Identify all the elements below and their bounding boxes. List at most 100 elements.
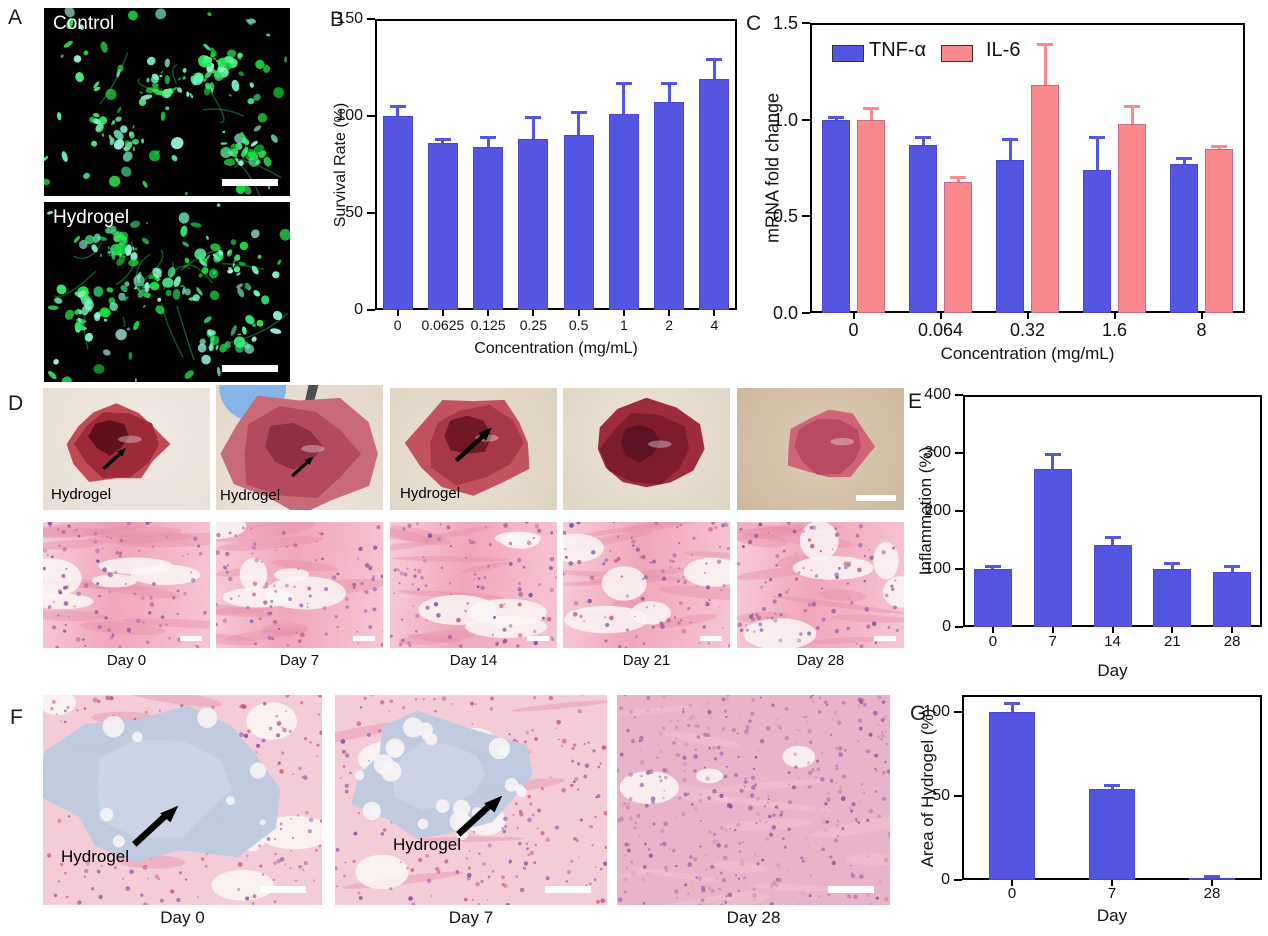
x-tick-mark-C-0.32 bbox=[1026, 313, 1029, 319]
error-cap-E-14 bbox=[1104, 535, 1121, 539]
x-axis-label-C: Concentration (mg/mL) bbox=[940, 344, 1115, 363]
panel-label-e: E bbox=[908, 390, 923, 413]
error-cap-G-7 bbox=[1104, 784, 1120, 788]
hydrogel-annotation: Hydrogel bbox=[61, 847, 130, 866]
bar-E-0 bbox=[973, 569, 1012, 627]
bar-C-0-IL-6 bbox=[857, 119, 885, 313]
error-cap-B-0.0625 bbox=[434, 137, 451, 141]
histology-image-day28 bbox=[737, 522, 904, 648]
error-cap-B-4 bbox=[706, 58, 723, 62]
scale-bar bbox=[260, 886, 306, 893]
caption-day21: Day 21 bbox=[622, 652, 671, 669]
hydrogel-histology-day7: Hydrogel bbox=[335, 695, 607, 905]
y-tick-mark-E-200 bbox=[955, 510, 963, 512]
x-tick-mark-B-0.125 bbox=[487, 310, 490, 316]
y-tick-label-C-1.5: 1.5 bbox=[772, 13, 798, 33]
x-tick-label-B-0.125: 0.125 bbox=[470, 317, 506, 333]
hydrogel-arrow-icon bbox=[129, 803, 181, 847]
panel-label-b: B bbox=[330, 8, 345, 31]
bar-E-21 bbox=[1153, 569, 1192, 627]
error-cap-C-0.32-TNF-α bbox=[1002, 137, 1018, 141]
x-tick-label-C-0.32: 0.32 bbox=[1009, 320, 1046, 340]
error-bar-E-14 bbox=[1111, 537, 1114, 545]
bar-C-0.064-TNF-α bbox=[909, 144, 937, 313]
y-tick-mark-B-50 bbox=[367, 212, 375, 214]
x-tick-mark-G-0 bbox=[1011, 880, 1013, 886]
y-tick-mark-B-0 bbox=[367, 309, 375, 311]
x-tick-label-G-0: 0 bbox=[1007, 885, 1017, 902]
x-tick-label-E-21: 21 bbox=[1163, 633, 1181, 650]
bar-B-0.0625 bbox=[427, 143, 458, 310]
scale-bar bbox=[545, 886, 591, 893]
y-tick-mark-B-100 bbox=[367, 115, 375, 117]
caption-f-day7: Day 7 bbox=[448, 908, 494, 927]
error-bar-B-1 bbox=[622, 83, 626, 115]
error-cap-C-8-TNF-α bbox=[1176, 156, 1192, 160]
error-cap-E-28 bbox=[1224, 564, 1241, 568]
error-cap-C-0.32-IL-6 bbox=[1037, 42, 1053, 46]
x-tick-label-B-0.5: 0.5 bbox=[568, 317, 589, 333]
y-tick-label-E-400: 400 bbox=[924, 386, 951, 403]
histology-image-day21 bbox=[563, 522, 730, 648]
histology-image-day14 bbox=[390, 522, 557, 648]
y-tick-mark-G-0 bbox=[954, 879, 962, 881]
error-cap-B-1 bbox=[615, 81, 632, 85]
y-tick-mark-E-400 bbox=[955, 394, 963, 396]
scale-bar bbox=[874, 636, 896, 641]
x-tick-label-C-0.064: 0.064 bbox=[917, 320, 964, 340]
bar-G-0 bbox=[989, 711, 1035, 880]
x-tick-mark-B-2 bbox=[668, 310, 671, 316]
y-tick-mark-B-150 bbox=[367, 18, 375, 20]
y-tick-label-C-0.5: 0.5 bbox=[772, 206, 798, 227]
x-tick-mark-B-4 bbox=[713, 310, 716, 316]
error-cap-E-0 bbox=[984, 564, 1001, 568]
legend-label-IL-6: IL-6 bbox=[986, 39, 1021, 61]
bar-C-8-TNF-α bbox=[1170, 164, 1198, 313]
error-cap-B-0.25 bbox=[525, 116, 542, 120]
chart-frame-C bbox=[810, 23, 1245, 313]
error-bar-B-0 bbox=[396, 106, 400, 116]
caption-day0: Day 0 bbox=[106, 652, 147, 669]
panel-label-g: G bbox=[910, 702, 927, 725]
bar-C-0.32-TNF-α bbox=[996, 160, 1024, 313]
error-cap-C-1.6-TNF-α bbox=[1089, 135, 1105, 139]
y-tick-mark-E-100 bbox=[955, 568, 963, 570]
histology-image-day0 bbox=[43, 522, 210, 648]
bar-C-1.6-TNF-α bbox=[1083, 169, 1111, 313]
error-bar-C-0.064-IL-6 bbox=[956, 177, 960, 182]
hydrogel-arrow-icon bbox=[453, 793, 505, 837]
y-tick-label-E-300: 300 bbox=[924, 444, 951, 461]
error-bar-C-0.32-IL-6 bbox=[1043, 44, 1047, 85]
bar-B-0 bbox=[382, 116, 413, 310]
bar-E-7 bbox=[1033, 469, 1072, 627]
hydrogel-arrow-icon bbox=[99, 446, 129, 472]
bar-C-0.064-IL-6 bbox=[944, 181, 972, 313]
x-tick-label-C-0: 0 bbox=[848, 320, 859, 340]
error-cap-G-0 bbox=[1004, 701, 1020, 705]
y-axis-label-B: Survival Rate (%) bbox=[332, 102, 349, 227]
scale-bar bbox=[828, 886, 874, 893]
x-tick-mark-C-1.6 bbox=[1113, 313, 1116, 319]
y-tick-label-G-0: 0 bbox=[941, 871, 950, 888]
error-cap-C-0.064-TNF-α bbox=[915, 135, 931, 139]
error-cap-B-0.125 bbox=[480, 135, 497, 139]
scale-bar bbox=[700, 636, 722, 641]
x-tick-label-E-0: 0 bbox=[988, 633, 998, 650]
y-tick-label-C-1.0: 1.0 bbox=[772, 109, 798, 130]
x-axis-label-E: Day bbox=[1097, 661, 1128, 680]
histology-image-day7 bbox=[216, 522, 383, 648]
y-tick-label-G-100: 100 bbox=[923, 702, 950, 720]
scale-bar bbox=[856, 495, 896, 501]
error-cap-C-1.6-IL-6 bbox=[1124, 104, 1140, 108]
x-tick-mark-E-7 bbox=[1051, 627, 1054, 633]
y-tick-mark-C-0.5 bbox=[802, 215, 810, 218]
error-cap-B-0.5 bbox=[570, 110, 587, 114]
bar-E-28 bbox=[1213, 571, 1252, 627]
hydrogel-annotation: Hydrogel bbox=[393, 835, 462, 854]
y-tick-mark-C-1.0 bbox=[802, 118, 810, 121]
error-cap-B-0 bbox=[389, 104, 406, 108]
error-bar-B-2 bbox=[667, 83, 671, 103]
error-bar-G-7 bbox=[1110, 785, 1114, 790]
scale-bar bbox=[222, 179, 278, 186]
